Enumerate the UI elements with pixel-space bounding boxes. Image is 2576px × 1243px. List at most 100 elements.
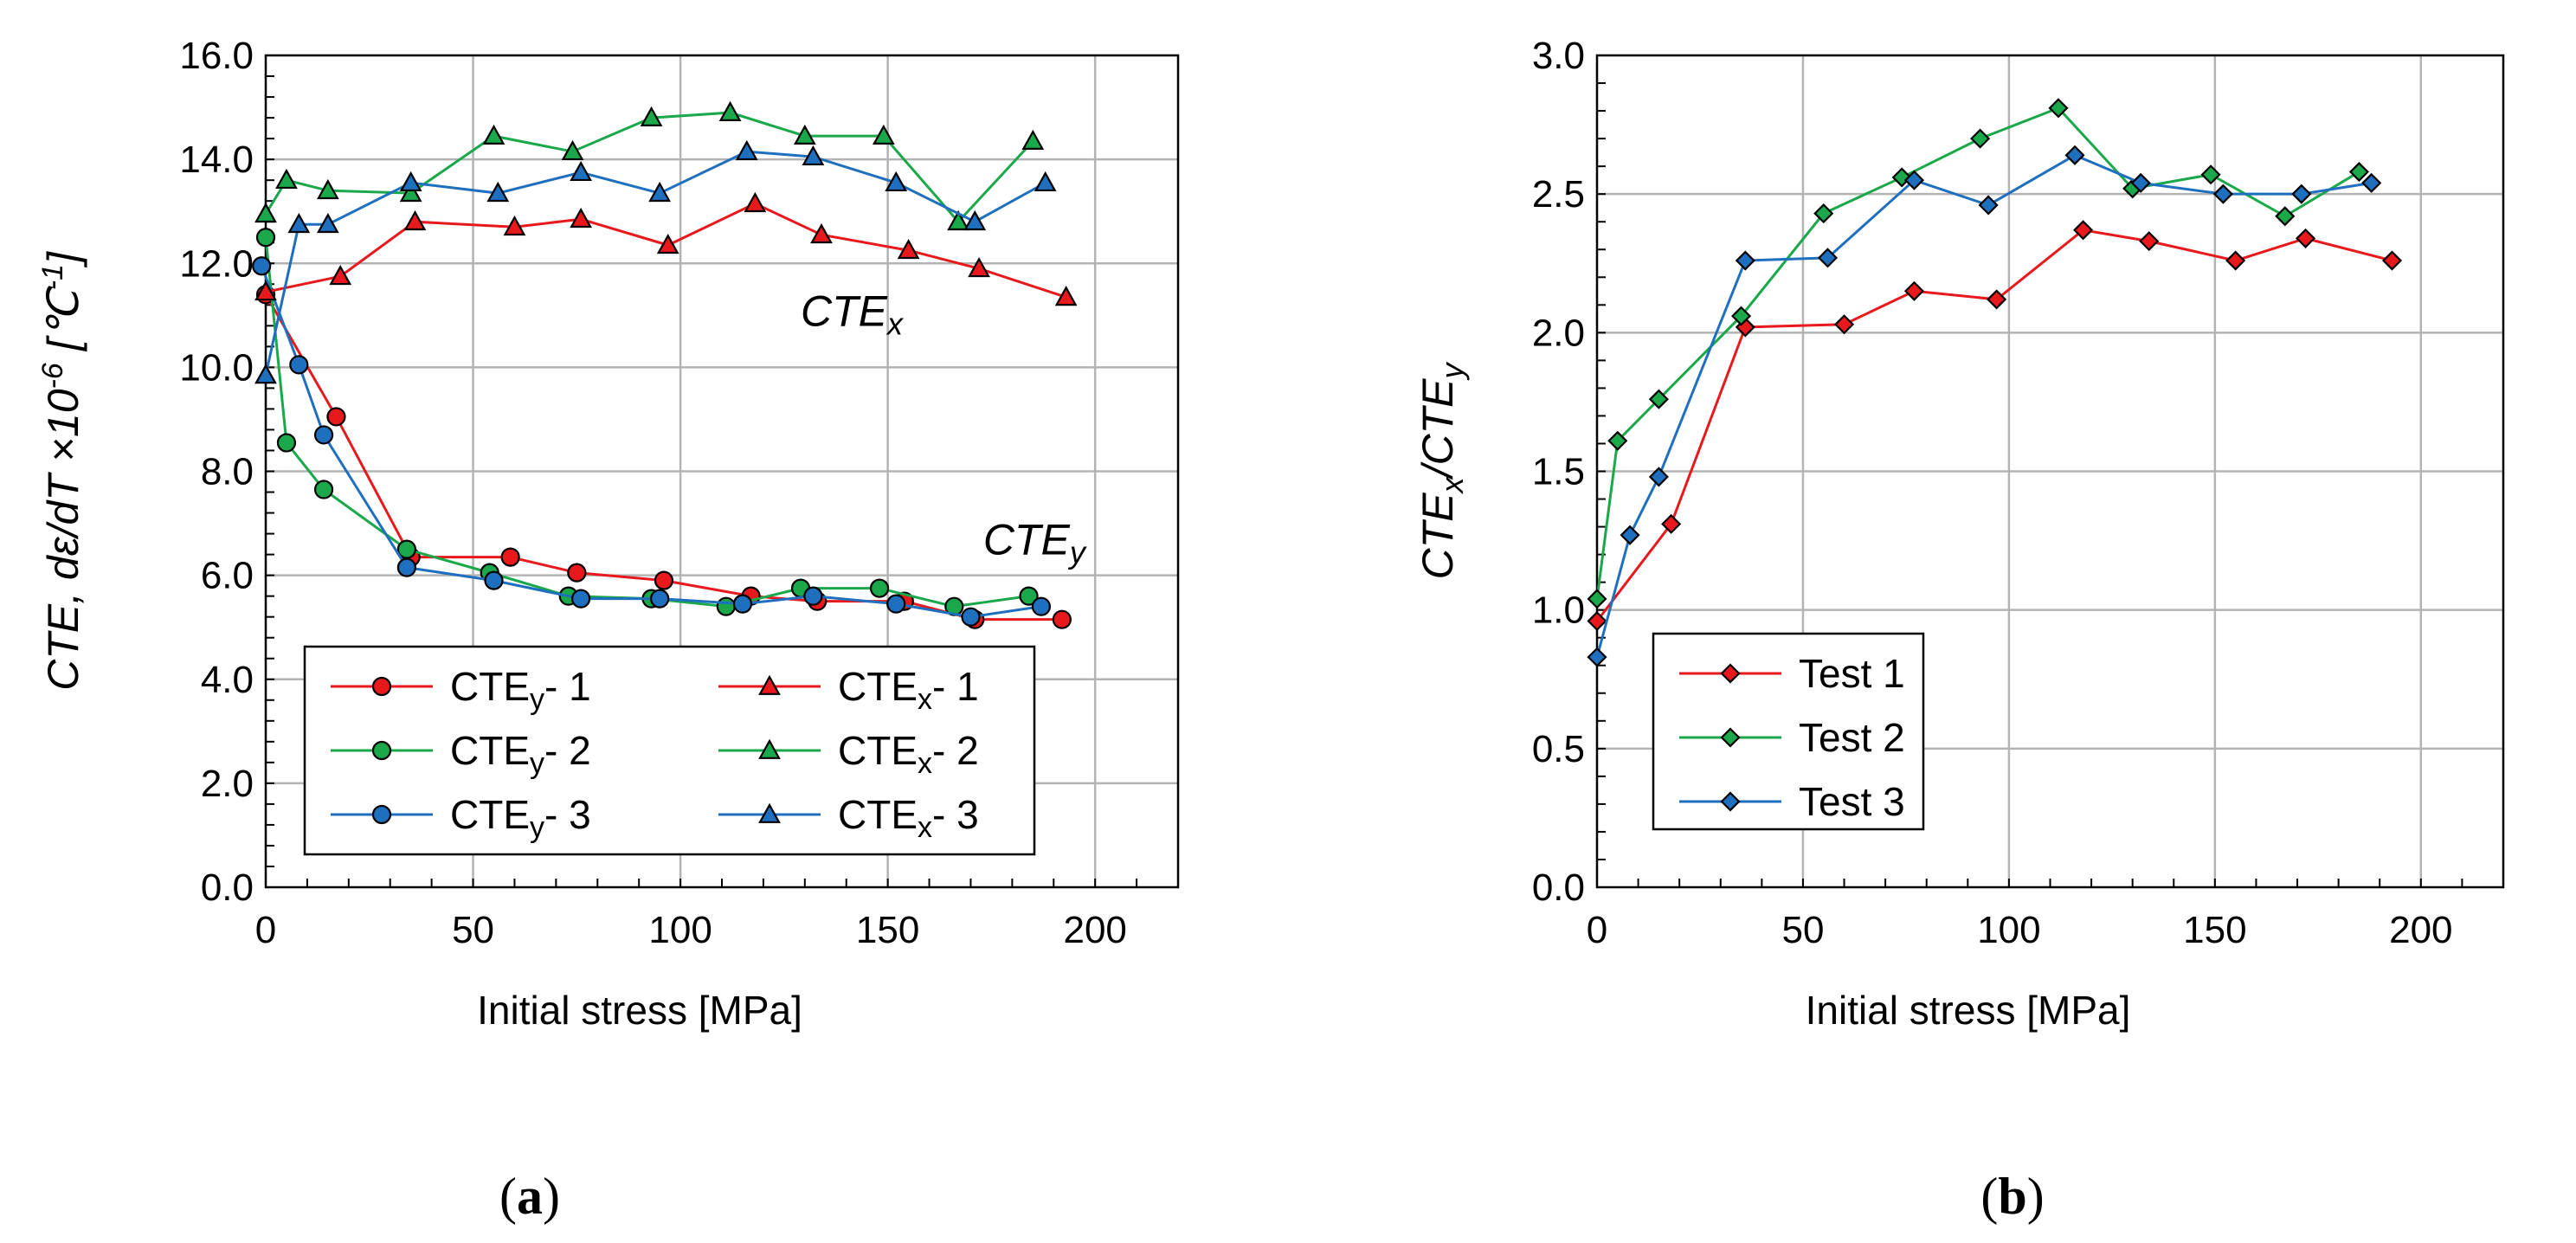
data-point [1587, 647, 1607, 667]
legend-swatch-marker [1720, 791, 1741, 812]
legend-label: Test 2 [1799, 715, 1905, 760]
y-axis-label: CTEx/CTEy [1414, 362, 1470, 580]
series-a-1 [255, 228, 1039, 616]
data-point [648, 181, 672, 203]
series-a-0 [255, 285, 1072, 629]
data-point [399, 181, 422, 203]
x-tick-label: 100 [648, 909, 712, 951]
data-point [1587, 610, 1607, 632]
legend-swatch-marker [758, 802, 781, 823]
data-point [897, 238, 920, 260]
y-tick-label: 8.0 [201, 451, 254, 493]
data-point [329, 265, 352, 286]
data-point [2296, 228, 2316, 248]
data-point [2291, 184, 2312, 204]
data-point [275, 168, 298, 190]
x-tick-label: 150 [2183, 909, 2246, 951]
y-tick-label: 6.0 [201, 555, 254, 597]
series-line [264, 237, 1029, 609]
series-b-1 [1587, 98, 2369, 609]
series-b-0 [1587, 220, 2403, 632]
data-point [561, 139, 584, 161]
data-point [403, 209, 427, 231]
data-point [399, 171, 422, 192]
x-tick-label: 50 [452, 909, 494, 951]
data-point [1607, 430, 1628, 451]
y-tick-label: 3.0 [1532, 35, 1585, 77]
data-point [1813, 203, 1834, 224]
data-point [2275, 206, 2296, 227]
data-point [803, 586, 823, 606]
series-line [1595, 106, 2360, 600]
data-point [316, 212, 339, 234]
data-point [1731, 306, 1752, 326]
x-tick-label: 200 [1063, 909, 1126, 951]
data-point [947, 209, 969, 231]
legend: Test 1 Test 2 Test 3 [1652, 632, 1925, 831]
legend-label: CTEx- 1 [838, 664, 979, 716]
legend-swatch-marker [371, 676, 392, 697]
y-tick-label: 14.0 [179, 138, 254, 181]
data-point [1833, 314, 1855, 335]
legend: CTEy- 1 CTEy- 2 CTEy- 3 CTEx- 1 CTEx- 2 CTEx-… [303, 645, 1036, 856]
data-point [872, 124, 895, 145]
data-point [1903, 170, 1925, 190]
legend-swatch-marker [758, 674, 781, 695]
data-point [1019, 586, 1039, 606]
data-point [2381, 250, 2403, 271]
data-point [2361, 172, 2382, 193]
x-tick-label: 0 [255, 909, 276, 951]
legend-swatch-marker [758, 738, 781, 759]
data-point [255, 228, 276, 248]
data-point [503, 215, 526, 236]
y-tick-label: 1.0 [1532, 589, 1585, 632]
data-point [2225, 250, 2246, 271]
data-point [254, 364, 277, 384]
x-tick-label: 0 [1587, 909, 1607, 951]
data-point [2348, 161, 2369, 183]
legend-swatch-marker [1720, 663, 1741, 684]
series-line [264, 111, 1034, 224]
y-tick-label: 0.0 [201, 866, 254, 909]
data-point [313, 480, 334, 499]
y-tick-label: 10.0 [179, 346, 254, 389]
y-tick-label: 2.5 [1532, 173, 1585, 216]
data-point [885, 171, 908, 192]
data-point [254, 280, 277, 301]
data-point [571, 589, 591, 609]
data-point [486, 181, 510, 203]
data-point [2139, 231, 2160, 252]
data-point [1620, 525, 1640, 545]
x-axis-label: Initial stress [MPa] [1806, 988, 2131, 1033]
legend-box [303, 645, 1036, 856]
chart-panel-a: 0.0 2.0 4.0 6.0 8.0 10.0 12.0 14.0 16.0 0 50 100 150… [36, 35, 1180, 1225]
data-point [2212, 184, 2233, 204]
data-point [396, 557, 416, 577]
data-point [1817, 248, 1839, 268]
legend-label: CTEx- 2 [838, 728, 979, 780]
legend-label: Test 3 [1799, 779, 1905, 824]
data-point [1978, 195, 1999, 216]
legend-label: CTEy- 2 [450, 728, 591, 780]
series-a-3 [254, 191, 1078, 306]
data-point [810, 222, 833, 244]
data-point [313, 425, 334, 445]
data-point [1648, 389, 1669, 409]
data-point [968, 256, 990, 278]
data-point [1587, 589, 1607, 609]
data-point [2064, 145, 2085, 165]
series-line [260, 265, 1042, 619]
legend-box [1652, 632, 1925, 831]
y-tick-label: 16.0 [179, 35, 254, 77]
data-point [276, 433, 297, 453]
annotation-label: CTEy [983, 516, 1087, 570]
data-point [252, 256, 272, 276]
data-point [654, 570, 674, 590]
data-point [732, 594, 753, 614]
data-point [744, 191, 767, 213]
legend-swatch-marker [371, 804, 392, 825]
data-point [1648, 467, 1669, 487]
series-line [1595, 229, 2392, 622]
data-point [716, 596, 736, 616]
series-line [1595, 153, 2372, 658]
